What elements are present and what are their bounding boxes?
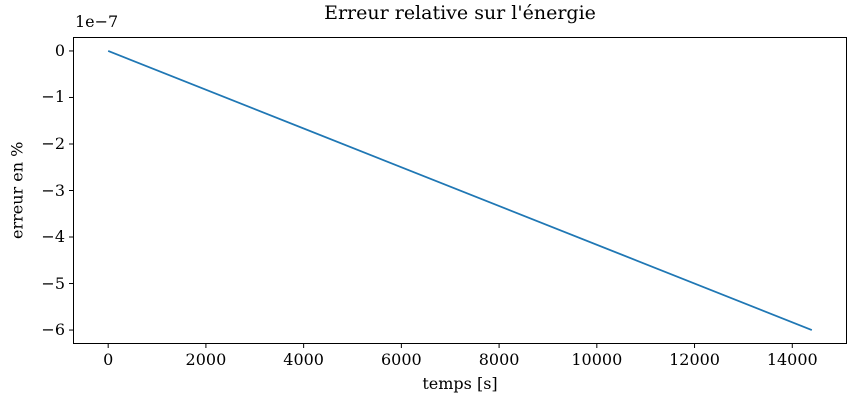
x-tick-label: 4000 (283, 350, 324, 369)
x-tick-label: 10000 (571, 350, 623, 369)
axes-frame (73, 37, 847, 344)
y-tick-label: −1 (41, 87, 65, 107)
x-tick-label: 14000 (766, 350, 818, 369)
x-tick-label: 2000 (185, 350, 227, 369)
y-tick-label: −5 (41, 273, 65, 293)
x-tick-label: 0 (103, 350, 114, 369)
chart-title: Erreur relative sur l'énergie (324, 2, 596, 24)
y-axis-offset-label: 1e−7 (75, 12, 119, 31)
y-tick-label: −4 (41, 227, 65, 246)
y-tick-label: −6 (41, 320, 65, 340)
y-tick-label: −2 (41, 133, 65, 153)
x-axis-label: temps [s] (422, 374, 498, 393)
y-tick-label: −3 (41, 180, 65, 200)
y-tick-label: 0 (54, 40, 65, 60)
x-tick-label: 6000 (381, 350, 422, 369)
data-line (107, 50, 813, 331)
x-tick-label: 8000 (478, 350, 520, 369)
x-tick-label: 12000 (669, 350, 720, 369)
